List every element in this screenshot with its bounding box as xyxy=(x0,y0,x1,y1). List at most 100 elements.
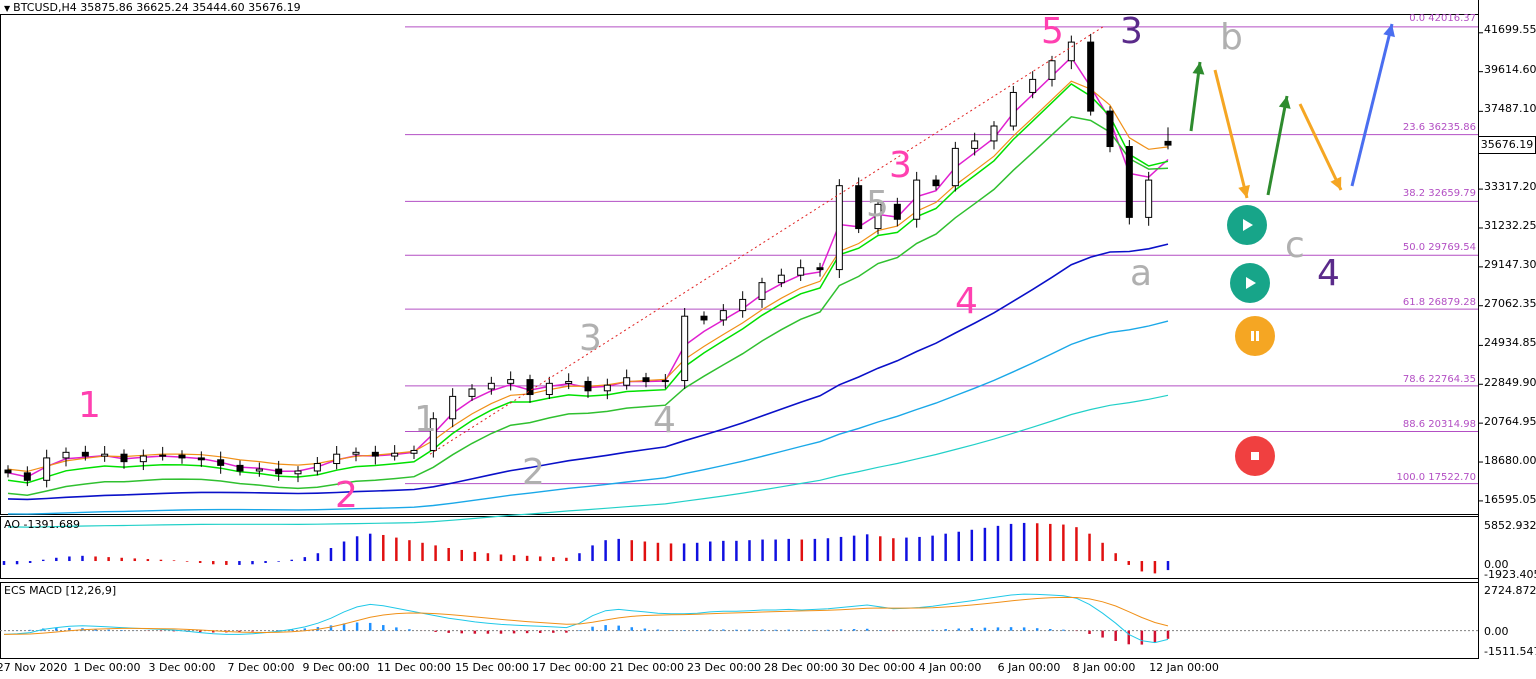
candle-body xyxy=(719,310,727,321)
candle-body xyxy=(120,453,128,463)
forecast-arrow-line xyxy=(1350,23,1394,187)
price-tick: 41699.55 xyxy=(1484,23,1536,36)
candle-body xyxy=(816,267,824,271)
date-tick: 3 Dec 00:00 xyxy=(148,661,216,674)
candle-body xyxy=(1087,41,1095,112)
price-tick: 33317.20 xyxy=(1484,180,1536,193)
wave-label-pink-4: 4 xyxy=(955,281,978,322)
candle-body xyxy=(951,147,959,187)
wave-label-purple-3: 3 xyxy=(1120,11,1143,52)
candle-body xyxy=(1067,41,1075,62)
candle-body xyxy=(294,470,302,475)
wave-label-gray-4: 4 xyxy=(653,400,676,441)
macd-line xyxy=(3,593,1169,644)
wave-label-gray-3: 3 xyxy=(579,318,602,359)
wave-label-purple-4: 4 xyxy=(1317,253,1340,294)
price-tick: 39614.60 xyxy=(1484,63,1536,76)
price-tick: 31232.25 xyxy=(1484,219,1536,232)
dropdown-triangle-icon[interactable]: ▼ xyxy=(4,4,11,13)
candle-body xyxy=(275,468,283,475)
candle-body xyxy=(584,380,592,392)
ao-tick: 5852.932 xyxy=(1484,519,1536,532)
candle-body xyxy=(1048,60,1056,80)
candle-body xyxy=(62,451,70,459)
candle-body xyxy=(623,377,631,386)
ao-histogram xyxy=(2,522,1170,574)
candle-body xyxy=(159,454,167,457)
play-icon[interactable] xyxy=(1227,205,1267,245)
price-tick: 24934.85 xyxy=(1484,336,1536,349)
date-tick: 6 Jan 00:00 xyxy=(997,661,1061,674)
candle-body xyxy=(1164,140,1172,146)
wave-label-pink-1: 1 xyxy=(78,385,101,426)
candle-body xyxy=(777,274,785,284)
candle-body xyxy=(835,185,843,271)
date-tick: 7 Dec 00:00 xyxy=(227,661,295,674)
wave-label-gray-5: 5 xyxy=(866,184,889,225)
candle-body xyxy=(468,388,476,397)
candle-body xyxy=(932,179,940,187)
stop-icon[interactable] xyxy=(1235,436,1275,476)
fib-label-886: 88.6 20314.98 xyxy=(1402,419,1476,430)
price-tick: 29147.30 xyxy=(1484,258,1536,271)
fib-label-236: 23.6 36235.86 xyxy=(1402,122,1476,133)
play-icon[interactable] xyxy=(1230,263,1270,303)
arrow-head-icon xyxy=(1192,62,1205,75)
macd-title: ECS MACD [12,26,9] xyxy=(4,584,117,597)
forecast-arrows xyxy=(1189,23,1395,199)
ao-title: AO -1391.689 xyxy=(4,518,80,531)
candle-body xyxy=(797,267,805,276)
candle-body xyxy=(913,179,921,220)
fibonacci-levels xyxy=(405,26,1478,485)
macd-tick: -1511.5473 xyxy=(1484,645,1536,658)
candle-body xyxy=(197,457,205,461)
candle-body xyxy=(333,453,341,465)
forecast-arrow-line xyxy=(1213,69,1249,199)
macd-tick: 2724.8721 xyxy=(1484,584,1536,597)
candle-body xyxy=(178,454,186,459)
candle-body xyxy=(603,384,611,392)
date-tick: 8 Jan 00:00 xyxy=(1072,661,1136,674)
candle-body xyxy=(255,468,263,472)
date-tick: 28 Dec 00:00 xyxy=(764,661,838,674)
macd-tick: 0.00 xyxy=(1484,625,1509,638)
candle-body xyxy=(526,379,534,396)
price-tick: 27062.35 xyxy=(1484,297,1536,310)
candle-body xyxy=(565,380,573,384)
candle-body xyxy=(391,452,399,457)
ema-green-slow-line xyxy=(7,115,1169,496)
macd-plot-frame xyxy=(0,582,1479,659)
candle-body xyxy=(1145,179,1153,218)
date-tick: 15 Dec 00:00 xyxy=(455,661,529,674)
fib-label-618: 61.8 26879.28 xyxy=(1402,297,1476,308)
candle-body xyxy=(971,140,979,149)
ma-teal-line xyxy=(7,394,1169,528)
candle-body xyxy=(236,464,244,472)
fib-label-0: 0.0 42016.37 xyxy=(1409,13,1476,24)
candle-body xyxy=(487,382,495,390)
wave-label-gray-1: 1 xyxy=(414,399,437,440)
pause-icon[interactable] xyxy=(1235,316,1275,356)
price-tick: 18680.00 xyxy=(1484,454,1536,467)
fib-label-100: 100.0 17522.70 xyxy=(1396,472,1476,483)
candle-body xyxy=(739,298,747,312)
ao-tick: 0.00 xyxy=(1484,558,1509,571)
arrow-head-icon xyxy=(1238,184,1250,198)
candle-body xyxy=(371,451,379,457)
candle-body xyxy=(758,282,766,300)
candle-body xyxy=(893,203,901,220)
date-tick: 9 Dec 00:00 xyxy=(302,661,370,674)
ao-tick: -1923.405 xyxy=(1484,568,1536,581)
fib-label-50: 50.0 29769.54 xyxy=(1402,242,1476,253)
candle-body xyxy=(507,379,515,384)
candle-body xyxy=(1029,78,1037,93)
date-tick: 1 Dec 00:00 xyxy=(73,661,141,674)
candle-body xyxy=(429,418,437,451)
date-tick: 11 Dec 00:00 xyxy=(377,661,451,674)
date-tick: 17 Dec 00:00 xyxy=(532,661,606,674)
candle-body xyxy=(101,453,109,457)
wave-label-pink-3: 3 xyxy=(889,145,912,186)
candle-body xyxy=(449,395,457,420)
chart-header: ▼ BTCUSD,H4 35875.86 36625.24 35444.60 35… xyxy=(4,1,301,14)
